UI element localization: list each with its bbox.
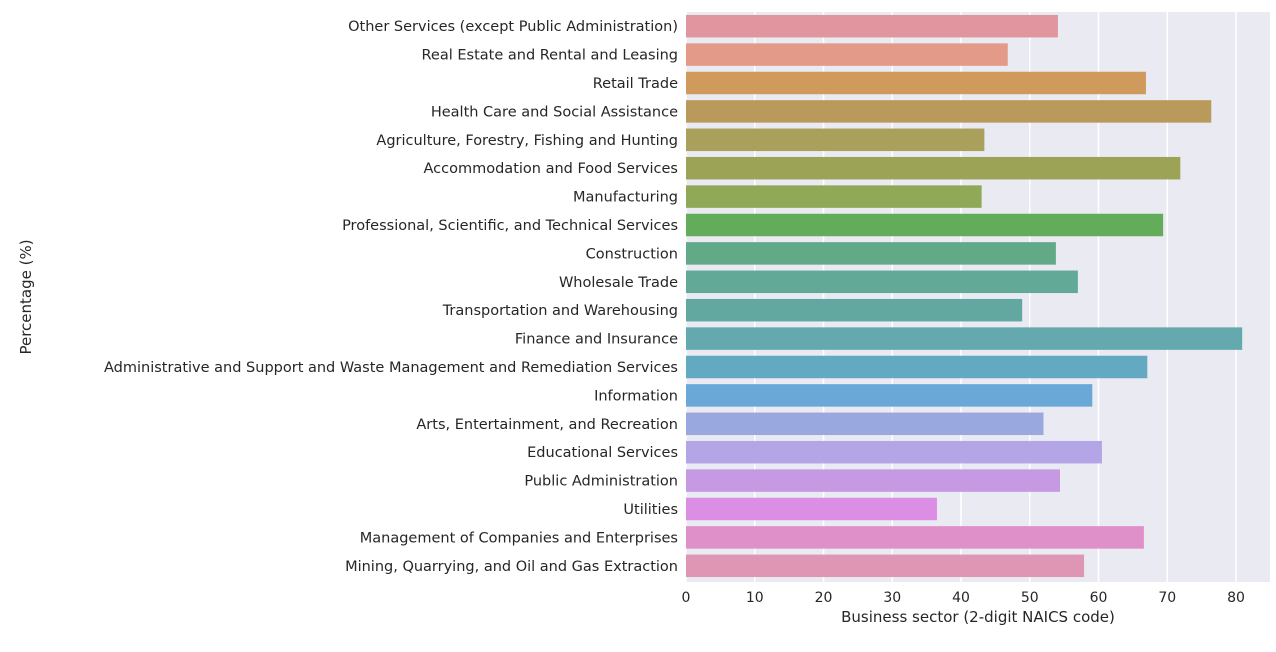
bar <box>686 156 1181 180</box>
category-label: Wholesale Trade <box>559 275 678 291</box>
bar <box>686 526 1144 549</box>
bar <box>686 384 1093 407</box>
x-tick-label: 10 <box>746 590 764 606</box>
category-label: Administrative and Support and Waste Man… <box>104 360 678 376</box>
category-label: Professional, Scientific, and Technical … <box>342 218 678 234</box>
x-tick-label: 80 <box>1227 590 1245 606</box>
bar <box>686 43 1008 66</box>
category-label: Accommodation and Food Services <box>424 161 679 177</box>
bar <box>686 14 1058 38</box>
bar <box>686 355 1148 379</box>
bar <box>686 185 982 208</box>
plot-background <box>686 12 1270 582</box>
bar <box>686 128 985 152</box>
bar <box>686 497 937 521</box>
category-label: Utilities <box>623 502 678 518</box>
bar <box>686 213 1164 237</box>
category-labels: Other Services (except Public Administra… <box>104 19 678 575</box>
category-label: Other Services (except Public Administra… <box>348 19 678 35</box>
category-label: Educational Services <box>527 445 678 461</box>
category-label: Health Care and Social Assistance <box>431 104 678 120</box>
x-axis-label: Business sector (2-digit NAICS code) <box>841 608 1115 626</box>
category-label: Public Administration <box>524 474 678 490</box>
category-label: Real Estate and Rental and Leasing <box>422 48 679 64</box>
category-label: Mining, Quarrying, and Oil and Gas Extra… <box>345 559 678 575</box>
x-tick-label: 50 <box>1021 590 1039 606</box>
bar <box>686 412 1044 436</box>
category-label: Management of Companies and Enterprises <box>360 530 678 546</box>
x-tick-label: 70 <box>1158 590 1176 606</box>
bar <box>686 270 1078 294</box>
category-label: Finance and Insurance <box>515 332 678 348</box>
bar <box>686 469 1060 492</box>
bar <box>686 242 1056 265</box>
x-tick-labels: 0 10 20 30 40 50 60 70 80 <box>682 590 1245 606</box>
bar <box>686 100 1212 123</box>
x-tick-label: 30 <box>883 590 901 606</box>
bar <box>686 71 1146 95</box>
category-label: Manufacturing <box>573 190 678 206</box>
y-axis-label: Percentage (%) <box>17 239 35 354</box>
x-tick-label: 20 <box>815 590 833 606</box>
bar <box>686 298 1023 322</box>
x-tick-label: 60 <box>1090 590 1108 606</box>
bars <box>686 14 1243 578</box>
category-label: Transportation and Warehousing <box>442 303 678 319</box>
bar <box>686 554 1085 578</box>
category-label: Agriculture, Forestry, Fishing and Hunti… <box>376 133 678 149</box>
x-tick-label: 40 <box>952 590 970 606</box>
category-label: Arts, Entertainment, and Recreation <box>416 417 678 433</box>
bar <box>686 327 1243 350</box>
category-label: Retail Trade <box>593 76 678 92</box>
bar <box>686 440 1102 464</box>
x-tick-label: 0 <box>682 590 691 606</box>
category-label: Information <box>594 388 678 404</box>
category-label: Construction <box>586 246 678 262</box>
